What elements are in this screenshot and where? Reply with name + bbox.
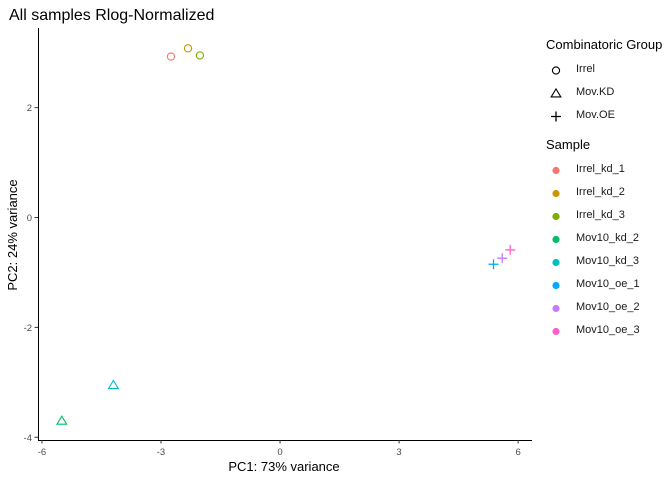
filled-circle-icon <box>552 235 560 244</box>
data-point <box>107 379 120 390</box>
y-tick-label: -4 <box>24 433 32 444</box>
shape-legend-label: Mov.KD <box>576 86 615 98</box>
color-legend-item: Irrel_kd_2 <box>546 182 625 205</box>
legend-key-dot <box>552 327 560 336</box>
color-legend-item: Mov10_oe_2 <box>546 297 640 320</box>
legend-key-dot <box>552 304 560 313</box>
color-legend-label: Irrel_kd_3 <box>576 209 625 221</box>
shape-legend: Combinatoric Group Irrel Mov.KD Mov.OE <box>546 37 662 128</box>
filled-circle-icon <box>552 327 560 336</box>
data-points <box>56 44 516 425</box>
shape-legend-item: Mov.KD <box>546 82 662 105</box>
legend-key-shape <box>550 87 562 98</box>
color-legend-item: Mov10_oe_3 <box>546 320 640 343</box>
data-point <box>497 253 508 264</box>
plus-icon <box>551 111 561 122</box>
y-axis-label: PC2: 24% variance <box>5 179 20 290</box>
color-legend-label: Mov10_kd_3 <box>576 255 639 267</box>
color-legend: Sample Irrel_kd_1 Irrel_kd_2 Irrel_kd_3 Mov… <box>546 137 640 343</box>
shape-legend-item: Irrel <box>546 59 662 82</box>
data-point <box>56 415 68 425</box>
data-point <box>183 44 193 53</box>
circle-icon <box>551 66 561 75</box>
shape-legend-label: Mov.OE <box>576 109 615 121</box>
y-tick-label: 2 <box>27 103 32 114</box>
y-tick-label: -2 <box>24 323 32 334</box>
color-legend-label: Mov10_oe_3 <box>576 324 640 336</box>
filled-circle-icon <box>552 212 560 221</box>
chart-title: All samples Rlog-Normalized <box>9 7 214 24</box>
y-tick-label: 0 <box>27 213 32 224</box>
shape-legend-title: Combinatoric Group <box>546 37 663 52</box>
shape-legend-label: Irrel <box>576 63 595 75</box>
data-point <box>166 52 176 61</box>
color-legend-item: Irrel_kd_1 <box>546 159 625 182</box>
filled-circle-icon <box>552 304 560 313</box>
data-point <box>488 259 499 270</box>
legend-key-dot <box>552 189 560 198</box>
x-tick-label: 0 <box>277 447 282 458</box>
data-point <box>195 51 205 60</box>
filled-circle-icon <box>552 258 560 267</box>
triangle-icon <box>550 87 562 98</box>
color-legend-item: Mov10_oe_1 <box>546 274 640 297</box>
color-legend-label: Irrel_kd_2 <box>576 186 625 198</box>
legend-key-dot <box>552 212 560 221</box>
x-axis-label: PC1: 73% variance <box>228 459 339 474</box>
legend-key-shape <box>551 66 561 75</box>
color-legend-label: Mov10_oe_1 <box>576 278 640 290</box>
legend-key-dot <box>552 166 560 175</box>
filled-circle-icon <box>552 166 560 175</box>
y-axis-ticks: -4 -2 0 2 <box>24 103 38 444</box>
x-tick-label: -3 <box>157 447 165 458</box>
filled-circle-icon <box>552 189 560 198</box>
legend-key-dot <box>552 258 560 267</box>
data-point <box>505 244 516 255</box>
color-legend-label: Irrel_kd_1 <box>576 163 625 175</box>
legend-key-shape <box>551 111 561 122</box>
filled-circle-icon <box>552 281 560 290</box>
color-legend-label: Mov10_oe_2 <box>576 301 640 313</box>
x-tick-label: 3 <box>396 447 401 458</box>
legend-key-dot <box>552 281 560 290</box>
x-axis-ticks: -6 -3 0 3 6 <box>38 440 521 458</box>
x-tick-label: -6 <box>38 447 46 458</box>
color-legend-label: Mov10_kd_2 <box>576 232 639 244</box>
color-legend-item: Mov10_kd_2 <box>546 228 639 251</box>
color-legend-item: Mov10_kd_3 <box>546 251 639 274</box>
shape-legend-item: Mov.OE <box>546 105 662 128</box>
color-legend-title: Sample <box>546 137 591 152</box>
color-legend-item: Irrel_kd_3 <box>546 205 625 228</box>
x-tick-label: 6 <box>515 447 520 458</box>
legend-key-dot <box>552 235 560 244</box>
